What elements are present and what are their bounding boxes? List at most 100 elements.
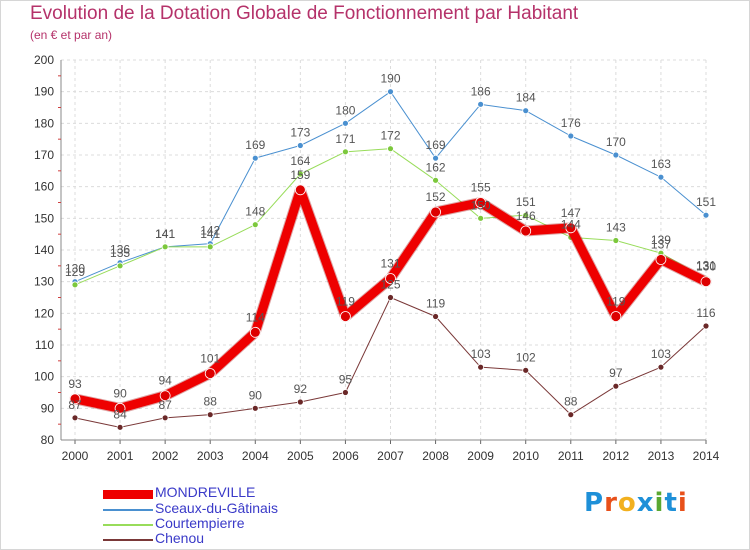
data-label: 186 <box>471 84 491 98</box>
proxiti-logo: Proxiti <box>584 488 688 518</box>
data-point <box>477 363 485 371</box>
data-point <box>387 88 394 96</box>
data-point <box>522 107 530 115</box>
data-label: 190 <box>380 72 400 86</box>
legend-swatch <box>103 490 153 499</box>
data-point <box>610 311 622 322</box>
x-tick-label: 2007 <box>377 449 404 463</box>
data-point <box>342 119 349 127</box>
data-label: 87 <box>158 398 172 412</box>
y-tick-label: 200 <box>34 53 54 67</box>
data-label: 119 <box>606 295 625 309</box>
data-point <box>387 294 394 301</box>
data-label: 155 <box>471 181 491 195</box>
x-tick-label: 2000 <box>62 449 89 463</box>
y-tick-label: 90 <box>41 401 55 415</box>
data-point <box>520 225 532 237</box>
data-label: 92 <box>294 382 308 396</box>
legend-label: MONDREVILLE <box>155 484 256 500</box>
y-tick-label: 180 <box>34 116 54 130</box>
data-label: 103 <box>651 347 671 361</box>
data-label: 152 <box>426 190 446 204</box>
data-label: 169 <box>426 138 446 152</box>
data-point <box>294 184 306 196</box>
data-point <box>657 173 665 181</box>
data-point <box>432 176 439 184</box>
data-label: 164 <box>290 154 310 168</box>
data-label: 114 <box>246 310 265 324</box>
data-point <box>342 148 349 156</box>
data-label: 101 <box>200 352 220 366</box>
data-label: 151 <box>516 195 536 209</box>
logo-letter: x <box>636 488 655 518</box>
data-point <box>612 151 620 159</box>
legend-label: Sceaux-du-Gâtinais <box>155 500 278 516</box>
x-tick-label: 2013 <box>648 449 675 463</box>
data-label: 90 <box>113 386 127 400</box>
x-tick-label: 2005 <box>287 449 314 463</box>
logo-letter: t <box>664 488 678 518</box>
data-point <box>69 393 81 405</box>
data-point <box>477 100 485 108</box>
data-label: 139 <box>651 233 671 247</box>
legend-swatch <box>103 539 153 541</box>
data-point <box>567 411 575 419</box>
data-point <box>522 211 530 219</box>
data-label: 119 <box>426 297 445 311</box>
y-tick-label: 140 <box>34 243 54 257</box>
plot-area <box>61 60 707 440</box>
data-label: 169 <box>245 138 265 152</box>
data-label: 163 <box>651 157 671 171</box>
data-point <box>432 313 439 320</box>
data-label: 135 <box>110 246 130 260</box>
data-point <box>161 414 169 422</box>
data-point <box>612 237 620 244</box>
data-point <box>159 390 171 402</box>
data-label: 144 <box>561 217 581 231</box>
data-point <box>387 145 394 153</box>
data-point <box>251 404 259 412</box>
x-tick-label: 2010 <box>512 449 539 463</box>
data-label: 173 <box>290 126 310 140</box>
x-tick-label: 2011 <box>558 449 584 463</box>
x-tick-label: 2008 <box>422 449 449 463</box>
data-label: 88 <box>204 395 218 409</box>
x-tick-label: 2003 <box>197 449 224 463</box>
data-label: 131 <box>380 257 400 271</box>
data-label: 88 <box>564 395 578 409</box>
x-tick-label: 2014 <box>693 449 720 463</box>
data-label: 94 <box>158 374 172 388</box>
data-point <box>251 221 259 229</box>
y-tick-label: 130 <box>34 275 54 289</box>
data-label: 141 <box>200 227 220 241</box>
data-point <box>430 206 441 218</box>
data-label: 130 <box>696 260 716 274</box>
legend-label: Chenou <box>155 530 205 546</box>
data-label: 151 <box>696 195 716 209</box>
data-point <box>385 273 396 284</box>
data-point <box>477 214 485 222</box>
data-point <box>342 389 349 396</box>
data-point <box>657 363 665 371</box>
data-label: 162 <box>426 160 446 174</box>
data-label: 95 <box>339 373 353 387</box>
y-tick-label: 190 <box>34 85 54 99</box>
data-point <box>206 243 214 251</box>
logo-letter: r <box>604 488 618 518</box>
x-tick-label: 2006 <box>332 449 359 463</box>
series-courtempierre <box>71 145 710 289</box>
data-point <box>700 276 712 288</box>
data-label: 103 <box>471 347 491 361</box>
data-label: 131 <box>696 259 716 273</box>
data-label: 172 <box>380 129 400 143</box>
y-tick-label: 80 <box>41 433 55 447</box>
data-label: 171 <box>335 132 355 146</box>
data-label: 143 <box>606 221 626 235</box>
y-tick-label: 170 <box>34 148 54 162</box>
data-label: 129 <box>65 265 85 279</box>
logo-letter: i <box>677 488 688 518</box>
data-label: 116 <box>696 306 715 320</box>
data-point <box>340 311 351 322</box>
data-label: 150 <box>471 198 491 212</box>
